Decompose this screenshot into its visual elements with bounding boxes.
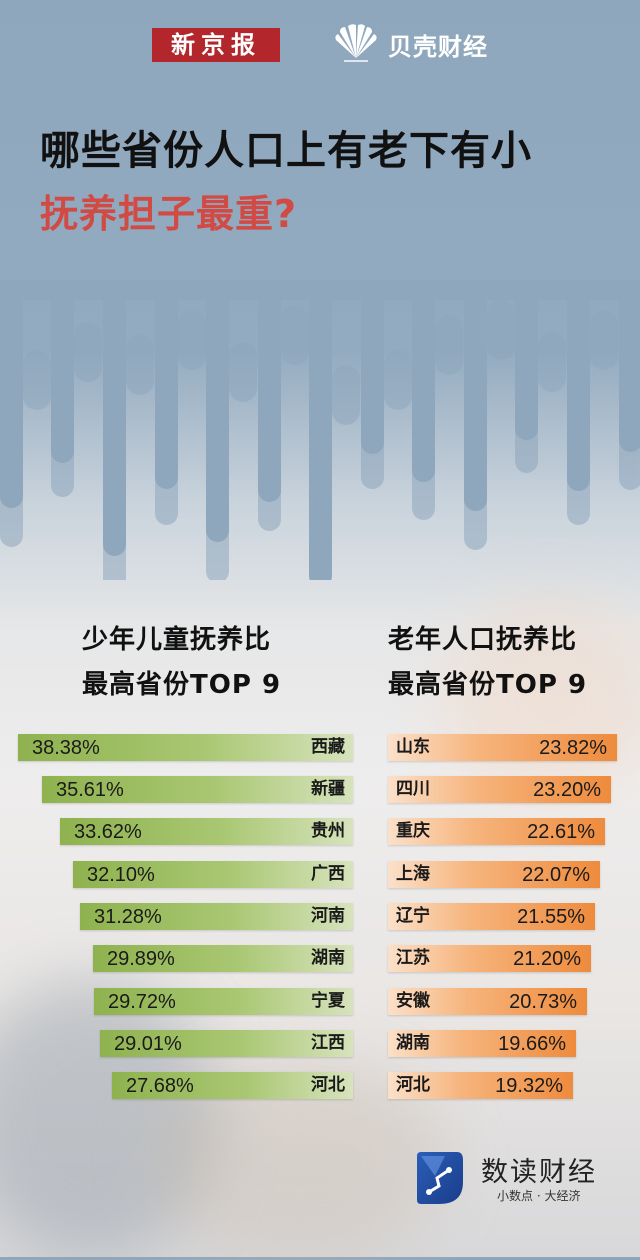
bar-value: 29.89% <box>107 948 175 970</box>
elder-bar-hebei: 河北 19.32% <box>388 1072 573 1099</box>
bar-province: 辽宁 <box>396 906 430 926</box>
xinjingbao-logo: 新京报 <box>152 28 280 62</box>
header-logos: 新京报 贝壳财经 <box>0 24 640 64</box>
shell-icon <box>335 24 377 62</box>
bar-value: 29.01% <box>114 1033 182 1055</box>
bar-province: 西藏 <box>311 737 345 757</box>
bar-province: 四川 <box>396 779 430 799</box>
child-bar-henan: 31.28% 河南 <box>80 903 353 930</box>
elder-bar-shanghai: 上海 22.07% <box>388 861 600 888</box>
bar-value: 21.20% <box>513 948 581 970</box>
elder-bar-hunan: 湖南 19.66% <box>388 1030 576 1057</box>
beike-caijing-logo: 贝壳财经 <box>330 24 488 64</box>
bar-value: 21.55% <box>517 906 585 928</box>
bar-province: 安徽 <box>396 991 430 1011</box>
bar-value: 23.82% <box>539 737 607 759</box>
bar-value: 29.72% <box>108 991 176 1013</box>
child-bar-hunan: 29.89% 湖南 <box>93 945 353 972</box>
bar-province: 重庆 <box>396 821 430 841</box>
shudu-caijing-logo: 数读财经 小数点 · 大经济 <box>415 1150 615 1206</box>
bar-province: 湖南 <box>311 948 345 968</box>
bar-province: 新疆 <box>311 779 345 799</box>
bar-province: 江苏 <box>396 948 430 968</box>
bar-province: 湖南 <box>396 1033 430 1053</box>
child-bar-hebei: 27.68% 河北 <box>112 1072 353 1099</box>
bar-province: 江西 <box>311 1033 345 1053</box>
bar-province: 山东 <box>396 737 430 757</box>
bar-value: 33.62% <box>74 821 142 843</box>
drip-decoration <box>0 280 640 580</box>
bar-value: 20.73% <box>509 991 577 1013</box>
bar-province: 广西 <box>311 864 345 884</box>
right-panel-title: 老年人口抚养比 最高省份TOP 9 <box>388 618 587 708</box>
left-title-line1: 少年儿童抚养比 <box>82 625 272 655</box>
bar-value: 22.07% <box>522 864 590 886</box>
elder-bar-sichuan: 四川 23.20% <box>388 776 611 803</box>
child-bar-xinjiang: 35.61% 新疆 <box>42 776 353 803</box>
bar-province: 河南 <box>311 906 345 926</box>
bar-value: 32.10% <box>87 864 155 886</box>
elder-bar-liaoning: 辽宁 21.55% <box>388 903 595 930</box>
page-subtitle: 抚养担子最重? <box>40 192 298 236</box>
child-bar-guangxi: 32.10% 广西 <box>73 861 353 888</box>
elder-bar-chongqing: 重庆 22.61% <box>388 818 605 845</box>
elder-bar-anhui: 安徽 20.73% <box>388 988 587 1015</box>
bar-province: 河北 <box>396 1075 430 1095</box>
bar-value: 27.68% <box>126 1075 194 1097</box>
bar-value: 31.28% <box>94 906 162 928</box>
beike-caijing-text: 贝壳财经 <box>388 32 488 61</box>
bar-value: 19.32% <box>495 1075 563 1097</box>
bar-province: 贵州 <box>311 821 345 841</box>
right-title-line2: 最高省份TOP 9 <box>388 670 588 700</box>
bar-province: 河北 <box>311 1075 345 1095</box>
page-title: 哪些省份人口上有老下有小 <box>40 128 532 174</box>
bar-province: 宁夏 <box>311 991 345 1011</box>
shudu-slogan: 小数点 · 大经济 <box>497 1189 581 1203</box>
child-bar-guizhou: 33.62% 贵州 <box>60 818 353 845</box>
shudu-logo-icon <box>417 1152 463 1204</box>
elder-bar-jiangsu: 江苏 21.20% <box>388 945 591 972</box>
bar-value: 35.61% <box>56 779 124 801</box>
left-panel-title: 少年儿童抚养比 最高省份TOP 9 <box>82 618 281 708</box>
bar-value: 23.20% <box>533 779 601 801</box>
child-bar-jiangxi: 29.01% 江西 <box>100 1030 353 1057</box>
bar-value: 19.66% <box>498 1033 566 1055</box>
child-bar-xizang: 38.38% 西藏 <box>18 734 353 761</box>
bar-value: 22.61% <box>527 821 595 843</box>
child-bar-ningxia: 29.72% 宁夏 <box>94 988 353 1015</box>
right-title-line1: 老年人口抚养比 <box>388 625 578 655</box>
elder-bar-shandong: 山东 23.82% <box>388 734 617 761</box>
bar-value: 38.38% <box>32 737 100 759</box>
shudu-brand-name: 数读财经 <box>481 1157 597 1188</box>
left-title-line2: 最高省份TOP 9 <box>82 670 282 700</box>
bar-province: 上海 <box>396 864 430 884</box>
